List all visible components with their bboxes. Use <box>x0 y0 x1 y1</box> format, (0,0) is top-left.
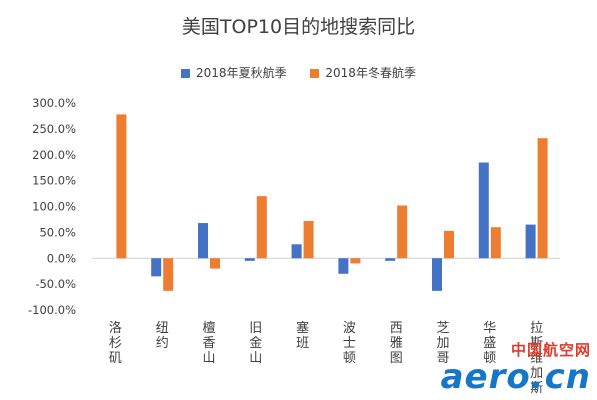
bar-winter-spring <box>350 258 361 264</box>
y-tick-label: 200.0% <box>32 148 76 162</box>
x-category-label: 拉 <box>530 321 543 336</box>
watermark-cn: 中国航空网 <box>510 341 591 359</box>
x-category-label: 斯 <box>530 381 543 396</box>
x-category-label: 山 <box>249 351 262 366</box>
x-category-label: 纽 <box>156 321 169 336</box>
watermark-logo: 中国航空网 aero.cn <box>441 339 591 394</box>
bar-winter-spring <box>490 227 501 259</box>
x-category-label: 杉 <box>109 336 122 351</box>
bar-summer-autumn <box>525 224 536 259</box>
y-tick-label: -50.0% <box>35 277 76 291</box>
x-category-label: 顿 <box>343 351 356 366</box>
bar-winter-spring <box>256 196 267 259</box>
legend-label-series-1: 2018年夏秋航季 <box>196 66 287 80</box>
x-category-label: 盛 <box>483 336 496 351</box>
y-tick-label: 100.0% <box>32 200 76 214</box>
x-category-label: 加 <box>530 366 543 381</box>
x-category-label: 顿 <box>483 351 496 366</box>
x-category-label: 哥 <box>436 351 449 366</box>
bar-winter-spring <box>397 205 408 259</box>
x-category-label: 士 <box>343 336 356 351</box>
x-category-label: 矶 <box>109 351 122 366</box>
bar-winter-spring <box>210 258 220 269</box>
bar-winter-spring <box>116 114 127 259</box>
watermark-en: aero.cn <box>440 357 591 397</box>
x-category-label: 约 <box>156 336 169 351</box>
y-tick-label: 50.0% <box>39 225 76 239</box>
bar-summer-autumn <box>198 223 208 259</box>
x-category-label: 班 <box>296 336 309 351</box>
x-category-label: 雅 <box>390 336 403 351</box>
bar-summer-autumn <box>385 258 396 261</box>
x-category-label: 香 <box>202 336 215 351</box>
y-tick-label: 150.0% <box>32 174 76 188</box>
y-tick-label: 300.0% <box>32 96 76 110</box>
chart-title: 美国TOP10目的地搜索同比 <box>181 16 416 38</box>
y-tick-label: 250.0% <box>32 122 76 136</box>
x-category-label: 檀 <box>202 320 215 336</box>
bar-summer-autumn <box>338 258 349 274</box>
legend-label-series-2: 2018年冬春航季 <box>325 66 416 80</box>
bar-winter-spring <box>163 258 174 291</box>
bar-summer-autumn <box>151 258 162 277</box>
x-category-label: 图 <box>390 351 403 366</box>
y-tick-label: 0.0% <box>47 251 76 265</box>
legend-item-series-1: 2018年夏秋航季 <box>181 64 287 81</box>
x-category-label: 西 <box>390 321 403 336</box>
legend-swatch-series-1 <box>181 69 191 78</box>
bar-summer-autumn <box>432 258 442 291</box>
bar-summer-autumn <box>244 258 255 261</box>
x-category-label: 山 <box>202 351 215 366</box>
x-category-label: 金 <box>249 335 262 351</box>
legend: 2018年夏秋航季 2018年冬春航季 <box>0 64 597 81</box>
y-tick-label: -100.0% <box>28 303 76 317</box>
x-category-label: 波 <box>343 321 356 336</box>
legend-item-series-2: 2018年冬春航季 <box>310 64 416 81</box>
x-category-label: 洛 <box>109 321 122 336</box>
x-category-label: 华 <box>483 321 496 336</box>
x-category-label: 加 <box>436 336 449 351</box>
x-category-label: 塞 <box>296 320 309 336</box>
x-category-label: 芝 <box>436 320 449 336</box>
x-category-label: 旧 <box>249 321 262 336</box>
bar-summer-autumn <box>291 244 302 259</box>
bar-summer-autumn <box>478 162 489 259</box>
bar-winter-spring <box>444 230 454 259</box>
bar-winter-spring <box>303 220 314 259</box>
x-category-label: 维 <box>530 351 543 366</box>
x-category-label: 斯 <box>530 336 543 351</box>
legend-swatch-series-2 <box>310 69 320 78</box>
bar-winter-spring <box>537 138 548 259</box>
